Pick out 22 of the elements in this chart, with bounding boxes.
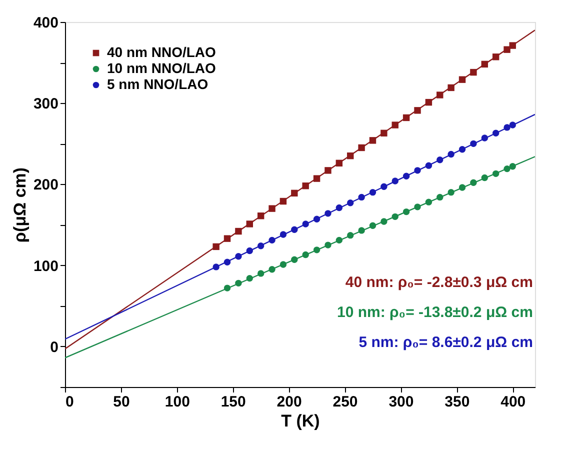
x-tick-label: 0	[66, 394, 74, 410]
y-tick-label: 400	[33, 14, 58, 32]
y-tick-label: 200	[33, 176, 58, 194]
annotation: 10 nm: ρ₀= -13.8±0.2 μΩ cm	[337, 304, 533, 321]
annotation: 5 nm: ρ₀= 8.6±0.2 μΩ cm	[358, 334, 533, 351]
annotation: 40 nm: ρ₀= -2.8±0.3 μΩ cm	[345, 274, 533, 291]
x-tick-label: 350	[444, 394, 470, 410]
y-axis-title: ρ(μΩ cm)	[10, 167, 30, 243]
x-tick-label: 400	[500, 394, 526, 410]
x-tick-label: 150	[220, 394, 246, 410]
legend-label: 10 nm NNO/LAO	[107, 60, 216, 76]
y-tick-label: 300	[33, 96, 58, 113]
x-axis-title: T (K)	[281, 412, 320, 430]
y-tick-label: 0	[50, 338, 58, 356]
legend-label: 5 nm NNO/LAO	[107, 76, 208, 92]
x-tick-label: 50	[113, 394, 130, 410]
x-tick-label: 250	[332, 394, 358, 410]
x-tick-label: 100	[164, 394, 190, 410]
legend-label: 40 nm NNO/LAO	[107, 44, 216, 60]
y-tick-label: 100	[33, 258, 58, 275]
x-tick-label: 200	[276, 394, 302, 410]
x-tick-label: 300	[388, 394, 414, 410]
